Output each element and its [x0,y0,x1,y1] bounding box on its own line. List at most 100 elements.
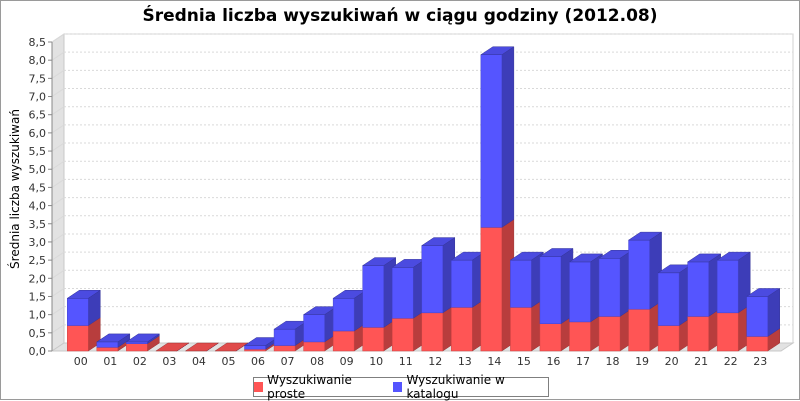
bar-simple [244,348,266,352]
gridline-side [51,160,65,170]
x-tick-label: 05 [221,355,235,368]
gridline-side [51,88,65,97]
y-tick-label: 5,5 [29,145,47,158]
bar-catalog [716,259,739,314]
y-tick-label: 6,0 [29,127,47,140]
x-tick-label: 17 [576,355,590,368]
bar-top [95,333,131,343]
x-tick-label: 07 [281,355,295,368]
bar-top [125,333,161,343]
bar-simple [273,345,296,352]
y-tick-label: 5,0 [29,163,47,176]
bar-catalog [657,272,680,326]
bar-catalog [126,341,148,344]
y-tick-label: 2,0 [29,272,47,285]
y-tick-label: 4,5 [29,181,47,194]
bar-simple [657,325,680,352]
gridline-side [51,251,65,261]
bar-catalog [510,259,532,308]
bar-top [686,253,722,263]
bar-simple [716,312,739,352]
bar-catalog [273,328,296,346]
x-tick-label: 03 [162,355,176,368]
legend-item-simple: Wyszukiwanie proste [254,373,383,401]
y-tick-label: 2,5 [29,254,47,267]
bar-catalog [628,239,650,310]
x-tick-label: 06 [251,355,265,368]
bar-top [568,253,604,263]
gridline-side [51,142,65,152]
x-tick-label: 14 [487,355,501,368]
x-tick-label: 22 [724,355,738,368]
chart-title: Średnia liczba wyszukiwań w ciągu godzin… [142,6,658,26]
x-tick-label: 01 [103,355,117,368]
x-tick-label: 19 [635,355,649,368]
bar-simple [126,343,148,352]
bar-simple [421,312,444,352]
bar-catalog [480,54,503,228]
bar-catalog [67,298,89,326]
bar-catalog [687,261,709,317]
legend: Wyszukiwanie proste Wyszukiwanie w katal… [253,373,549,401]
y-tick-label: 3,5 [29,218,47,231]
bar-catalog [362,265,384,328]
x-tick-label: 04 [192,355,206,368]
x-tick-label: 16 [546,355,560,368]
bar-catalog-side [767,288,780,337]
bar-top [184,342,220,352]
y-tick-label: 8,0 [29,54,47,67]
bar-simple [539,323,562,352]
bar-simple [598,316,621,352]
legend-swatch-catalog [393,382,403,392]
bar-catalog [332,298,355,332]
y-tick-label: 3,0 [29,236,47,249]
x-tick-label: 13 [458,355,472,368]
bar-simple [628,308,650,352]
legend-swatch-simple [254,382,264,392]
bar-catalog [421,245,444,314]
bar-simple [391,318,414,352]
bar-catalog [569,261,591,323]
bar-catalog [746,296,768,337]
gridline-side [51,324,65,334]
gridline-side [51,306,65,316]
gridline-side [51,233,65,243]
bar-top [420,237,456,246]
bar-simple [362,327,384,352]
x-tick-label: 09 [340,355,354,368]
x-tick-label: 15 [517,355,531,368]
bar-catalog [391,267,414,319]
bar-simple [687,316,709,352]
gridline-side [51,69,65,79]
bar-top [480,46,515,55]
y-tick-label: 1,5 [29,290,47,303]
x-tick-label: 00 [74,355,88,368]
bar-top [361,257,397,266]
left-wall [51,33,65,352]
gridline-side [51,51,65,61]
gridline-side [51,288,65,297]
gridline-side [51,269,65,279]
bar-simple [510,307,532,352]
y-tick-label: 0,0 [29,345,47,358]
bar-simple [480,227,503,352]
gridline-side [51,215,65,225]
bar-simple [451,307,473,352]
bar-simple [303,341,325,352]
bar-top [66,290,102,299]
bar-top [155,342,190,352]
legend-label-catalog: Wyszukiwanie w katalogu [406,373,505,401]
bar-simple [96,347,119,352]
bar-top [539,248,574,257]
x-tick-label: 23 [753,355,767,368]
x-tick-label: 20 [665,355,679,368]
bar-top [745,288,781,297]
bar-catalog [451,259,473,308]
bar-catalog [244,345,266,350]
bar-simple [332,330,355,352]
x-tick-label: 18 [606,355,620,368]
legend-item-catalog: Wyszukiwanie w katalogu [393,373,548,401]
y-tick-label: 4,0 [29,200,47,213]
x-tick-label: 12 [428,355,442,368]
